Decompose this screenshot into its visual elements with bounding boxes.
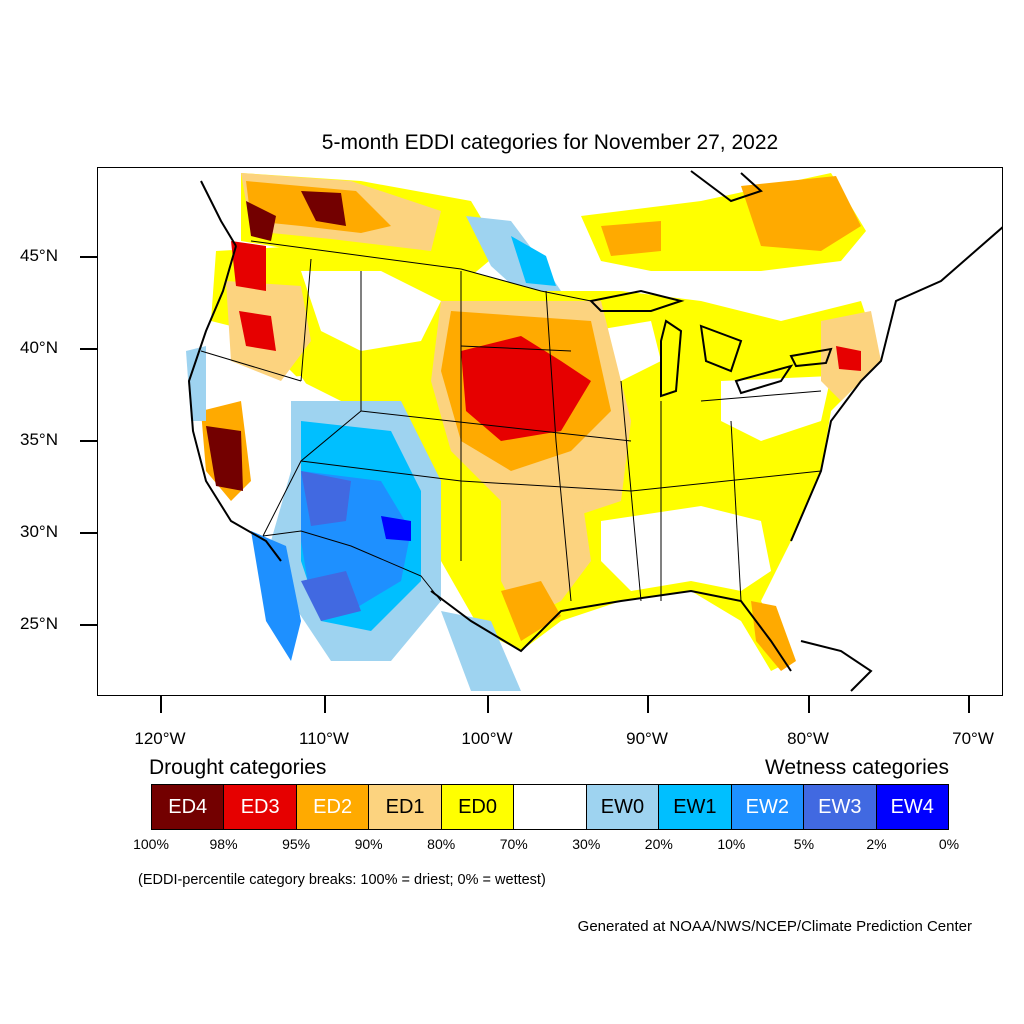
lon-label-110: 110°W [299,729,349,748]
legend-break-label: 5% [793,836,815,852]
border-canada [250,240,592,302]
lat-label-40: 40°N [20,338,58,357]
legend-box-ed1: ED1 [369,785,442,829]
legend-break-label: 100% [133,836,169,852]
state-line-2 [262,271,362,537]
legend-break-label: 2% [866,836,887,852]
legend-box-ew3: EW3 [804,785,877,829]
lon-label-80: 80°W [787,729,829,748]
lat-tick-40 [80,348,97,350]
legend-break-label: 30% [572,836,601,852]
lat-tick-45 [80,256,97,258]
legend-break-label: 80% [427,836,456,852]
lon-label-100: 100°W [461,729,513,748]
legend-drought-title: Drought categories [149,756,327,779]
legend-bar: ED4 ED3 ED2 ED1 ED0 EW0 EW1 EW2 EW3 EW4 [151,784,949,830]
legend-break-label: 10% [717,836,746,852]
great-lakes-huron [699,324,743,373]
region-ed3-oregon [239,311,276,351]
boundary-lines [187,170,1002,692]
region-ew0-mexico [441,611,521,691]
legend-box-ed2: ED2 [296,785,370,829]
lat-label-35: 35°N [20,430,58,449]
state-line-4 [545,290,572,602]
region-ed3-northeast [836,346,861,371]
legend-break-label: 98% [209,836,238,852]
lon-tick-120 [160,696,162,713]
break-note: (EDDI-percentile category breaks: 100% =… [138,872,546,888]
great-lakes-ontario [789,347,833,368]
state-line-11 [730,420,742,602]
coastline-gulf [430,589,792,672]
lon-label-90: 90°W [626,729,668,748]
region-ed3-plains [461,336,591,441]
state-line-12 [200,350,302,382]
legend-box-ew0: EW0 [586,785,660,829]
legend-break-label: 70% [499,836,528,852]
legend-box-ew1: EW1 [659,785,732,829]
lat-tick-35 [80,440,97,442]
lat-label-30: 30°N [20,522,58,541]
region-ed2-texas [501,581,561,641]
region-ed4-california [206,426,243,491]
coastline-canada-north [200,180,237,247]
great-lakes-erie [734,364,794,395]
lon-label-120: 120°W [134,729,186,748]
lon-tick-110 [324,696,326,713]
hudson-bay-coast [690,170,763,203]
legend-box-ed4: ED4 [152,785,225,829]
map-frame [97,167,1003,696]
lat-tick-30 [80,532,97,534]
legend-wetness-title: Wetness categories [764,756,949,779]
legend-break-label: 20% [644,836,673,852]
region-ed2-canada-east2 [601,221,661,256]
lon-tick-70 [968,696,970,713]
state-line-9 [700,390,822,402]
lon-tick-90 [647,696,649,713]
state-line-1 [300,258,312,382]
state-line-6 [360,410,632,442]
region-ew1-canada [511,236,556,286]
legend-box-ew2: EW2 [731,785,805,829]
region-normal-mountain [301,271,441,351]
region-ed2-canada-east [741,176,861,251]
region-ew3-southwest [301,471,351,526]
eddi-map [186,173,881,691]
lat-label-45: 45°N [20,246,58,265]
lat-label-25: 25°N [20,614,58,633]
region-ed2-florida [751,601,796,671]
region-ed3-washington [231,241,266,291]
border-mexico [262,530,442,602]
coastline-west [187,245,282,562]
state-line-8 [460,345,572,352]
lat-tick-25 [80,624,97,626]
legend-break-label: 0% [938,836,960,852]
region-ew3-mexico [301,571,361,621]
state-line-7 [300,460,822,492]
legend-box-normal [514,785,587,829]
lon-label-70: 70°W [952,729,994,748]
lon-tick-80 [808,696,810,713]
region-ed4-bc [246,201,276,241]
region-normal-southeast [601,506,771,591]
map-title: 5-month EDDI categories for November 27,… [321,131,779,154]
cuba-coast [800,640,873,692]
great-lakes-michigan [660,319,683,398]
credit-text: Generated at NOAA/NWS/NCEP/Climate Predi… [577,918,972,935]
lon-tick-100 [487,696,489,713]
great-lakes-superior [588,289,685,312]
region-ew4-newmexico [381,516,411,541]
coastline-east [790,226,1002,542]
legend-break-label: 90% [354,836,383,852]
legend-box-ew4: EW4 [876,785,948,829]
legend-break-label: 95% [282,836,311,852]
legend-box-ed0: ED0 [441,785,515,829]
region-ew2-baja [251,531,301,661]
legend-box-ed3: ED3 [224,785,297,829]
region-ed4-bc2 [301,191,346,226]
